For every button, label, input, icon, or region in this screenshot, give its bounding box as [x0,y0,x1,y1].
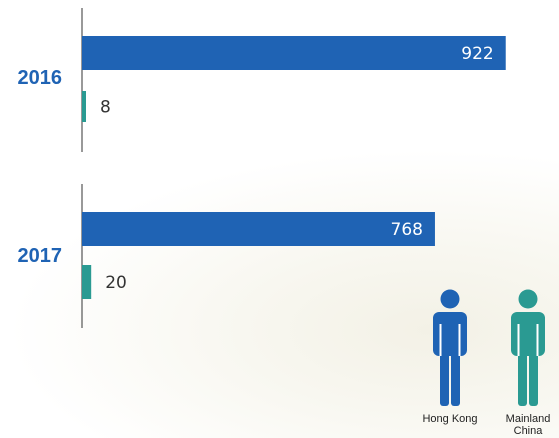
legend-label-hong-kong: Hong Kong [422,413,477,425]
bar-hong-kong-2017 [82,212,435,246]
bar-mainland-china-2016 [82,91,86,122]
bar-mainland-china-2017 [82,265,92,299]
legend-mainland-china-icon-head [518,289,538,309]
legend-hong-kong-icon-head [440,289,460,309]
data-label-mainland-china-2016: 8 [100,98,111,118]
data-label-hong-kong-2016: 922 [461,44,493,64]
data-label-mainland-china-2017: 20 [105,273,127,293]
bar-hong-kong-2016 [82,36,506,70]
category-label-2017: 2017 [18,245,63,267]
legend-label-mainland-china-line-2: China [514,425,544,437]
legend-label-mainland-china-line-1: Mainland [506,413,551,425]
legend-mainland-china-icon-left-leg [518,346,527,406]
legend-mainland-china-icon-right-leg [529,346,538,406]
legend-hong-kong-icon-left-leg [440,346,449,406]
legend-hong-kong-icon-right-leg [451,346,460,406]
data-label-hong-kong-2017: 768 [391,220,423,240]
legend-hong-kong-icon-torso [433,312,467,356]
category-label-2016: 2016 [18,67,63,89]
legend-mainland-china-icon-torso [511,312,545,356]
